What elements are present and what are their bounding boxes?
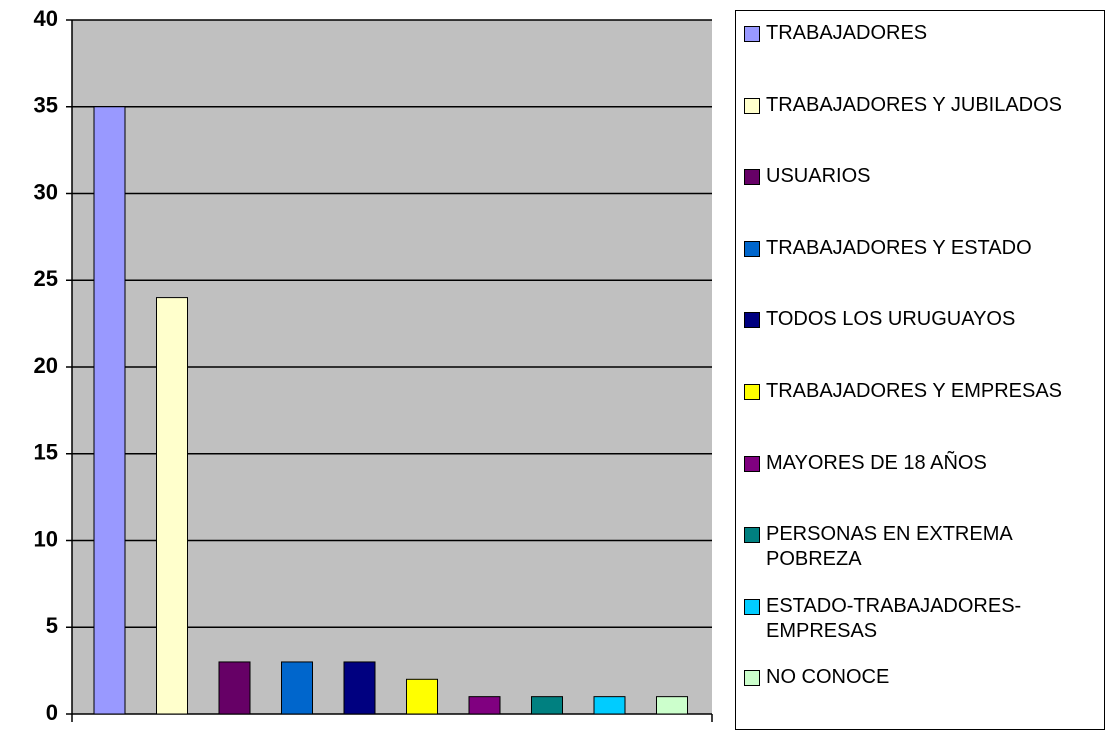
legend-swatch — [744, 527, 760, 544]
legend-entry: MAYORES DE 18 AÑOS — [744, 451, 1089, 476]
legend-swatch — [744, 598, 760, 615]
bar — [406, 678, 438, 715]
legend-entry: TRABAJADORES Y EMPRESAS — [744, 379, 1089, 404]
bar — [93, 106, 126, 715]
legend-label: ESTADO-TRABAJADORES-EMPRESAS — [766, 594, 1022, 642]
legend-label: NO CONOCE — [766, 666, 890, 689]
y-tick-label: 20 — [34, 353, 58, 378]
legend-entry: TRABAJADORES — [744, 21, 1089, 46]
legend-entry: PERSONAS EN EXTREMA POBREZA — [744, 522, 1089, 572]
bar — [531, 696, 563, 715]
bar — [156, 297, 188, 715]
legend-entry: TRABAJADORES Y ESTADO — [744, 236, 1089, 261]
legend-entry: ESTADO-TRABAJADORES-EMPRESAS — [744, 594, 1089, 644]
bar — [593, 696, 626, 715]
legend-swatch — [744, 384, 760, 400]
bar — [656, 696, 688, 715]
legend-swatch — [744, 670, 760, 687]
legend-entry: TODOS LOS URUGUAYOS — [744, 307, 1089, 332]
legend-swatch — [744, 312, 760, 329]
legend-label: MAYORES DE 18 AÑOS — [766, 451, 987, 474]
bar — [281, 661, 313, 715]
y-tick-label: 10 — [34, 526, 58, 551]
y-tick-label: 25 — [34, 266, 58, 291]
bar — [343, 661, 376, 715]
legend-label: TRABAJADORES Y ESTADO — [766, 236, 1032, 259]
y-tick-label: 35 — [34, 93, 58, 118]
y-tick-label: 5 — [46, 613, 58, 638]
legend-entry: USUARIOS — [744, 164, 1089, 189]
legend-swatch — [744, 169, 760, 186]
legend-swatch — [744, 97, 760, 114]
legend-label: USUARIOS — [766, 165, 871, 188]
legend-swatch — [744, 455, 760, 472]
bar — [468, 696, 501, 715]
legend-entry: NO CONOCE — [744, 665, 1089, 690]
legend-swatch — [744, 240, 760, 257]
chart: 0 5 10 15 20 25 30 35 40 — [34, 6, 713, 725]
legend-label: TRABAJADORES — [766, 22, 928, 44]
y-tick-label: 30 — [34, 179, 58, 204]
legend-label: TRABAJADORES Y EMPRESAS — [766, 380, 1063, 402]
y-tick-label: 40 — [34, 6, 58, 31]
y-tick-label: 0 — [46, 700, 58, 725]
legend-label: TODOS LOS URUGUAYOS — [766, 308, 1016, 331]
legend-entry: TRABAJADORES Y JUBILADOS — [744, 93, 1089, 118]
bar — [218, 661, 251, 715]
y-tick-label: 15 — [34, 440, 58, 465]
legend-swatch — [744, 26, 760, 42]
legend: TRABAJADORES TRABAJADORES Y JUBILADOS USUA… — [735, 10, 1105, 730]
legend-label: TRABAJADORES Y JUBILADOS — [766, 93, 1063, 116]
legend-label: PERSONAS EN EXTREMA POBREZA — [766, 523, 1012, 571]
